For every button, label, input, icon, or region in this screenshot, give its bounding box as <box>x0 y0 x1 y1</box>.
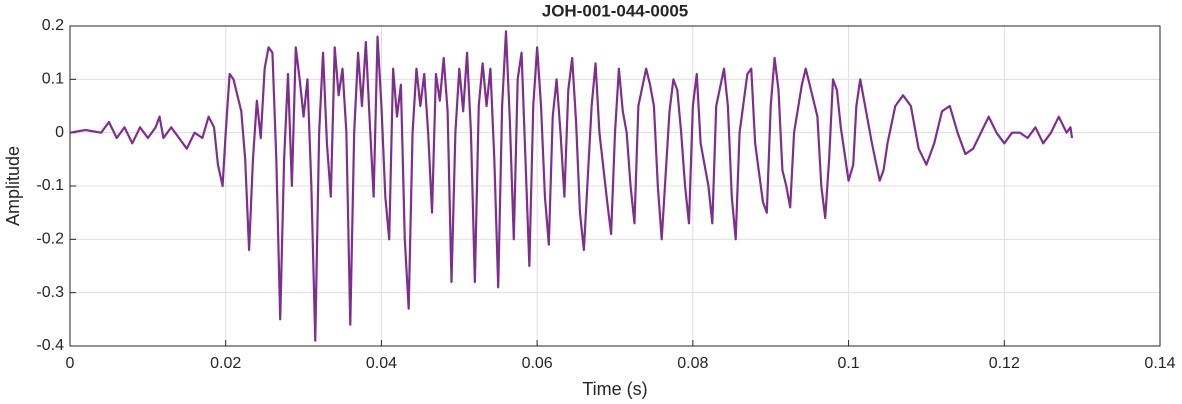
y-tick-label: -0.3 <box>36 284 64 301</box>
y-tick-label: -0.2 <box>36 231 64 248</box>
x-tick-label: 0.12 <box>989 355 1020 372</box>
x-tick-label: 0.02 <box>210 355 241 372</box>
x-tick-label: 0 <box>66 355 75 372</box>
x-tick-label: 0.08 <box>677 355 708 372</box>
x-tick-label: 0.06 <box>522 355 553 372</box>
y-tick-label: -0.1 <box>36 177 64 194</box>
plot-frame <box>69 25 1161 347</box>
x-tick-label: 0.14 <box>1144 355 1175 372</box>
x-tick-label: 0.1 <box>837 355 859 372</box>
y-tick-label: 0.2 <box>42 17 64 34</box>
x-tick-label: 0.04 <box>366 355 397 372</box>
y-axis-label: Amplitude <box>3 146 23 226</box>
waveform-line <box>69 30 1074 342</box>
y-tick-label: -0.4 <box>36 337 64 354</box>
y-tick-label: 0 <box>55 124 64 141</box>
x-axis-label: Time (s) <box>582 379 647 399</box>
chart-title: JOH-001-044-0005 <box>542 1 688 20</box>
y-tick-label: 0.1 <box>42 71 64 88</box>
